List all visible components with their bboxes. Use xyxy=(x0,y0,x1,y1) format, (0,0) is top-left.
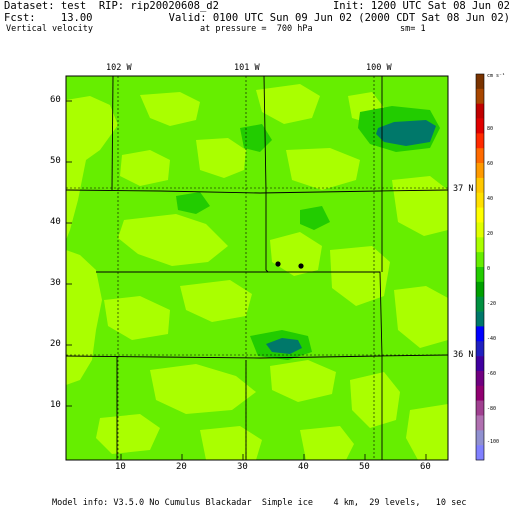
colorbar-swatch xyxy=(476,237,484,253)
init-time: Init: 1200 UTC Sat 08 Jun 02 xyxy=(332,0,510,12)
y-tick-label: 10 xyxy=(50,400,61,410)
field-name: Vertical velocity xyxy=(6,24,93,34)
forecast-hour: Fcst: 13.00 xyxy=(4,12,93,24)
x-tick-marks xyxy=(120,454,427,460)
colorbar-swatch xyxy=(476,415,484,431)
lon-label-101w: 101 W xyxy=(234,63,260,73)
x-tick-label: 60 xyxy=(420,462,431,472)
station-dot xyxy=(275,261,281,267)
colorbar-swatch xyxy=(476,311,484,327)
colorbar-swatch xyxy=(476,222,484,238)
colorbar-swatch xyxy=(476,267,484,283)
y-tick-label: 20 xyxy=(50,339,61,349)
x-tick-label: 50 xyxy=(359,462,370,472)
colorbar-label: 80 xyxy=(487,126,494,132)
colorbar-swatch xyxy=(476,74,484,90)
model-info: Model info: V3.5.0 No Cumulus Blackadar … xyxy=(52,498,467,508)
pressure-level: at pressure = 700 hPa xyxy=(200,24,313,34)
colorbar-swatch xyxy=(476,252,484,268)
colorbar-label: 60 xyxy=(487,161,494,167)
plot-frame xyxy=(65,75,449,461)
station-dot xyxy=(298,263,304,269)
lon-label-102w: 102 W xyxy=(106,63,132,73)
colorbar-swatch xyxy=(476,177,484,194)
colorbar-swatch xyxy=(476,400,484,416)
colorbar-swatch xyxy=(476,370,484,387)
darkest-regions xyxy=(266,120,436,354)
smoothing-value: sm= 1 xyxy=(400,24,426,34)
colorbar-label: 40 xyxy=(487,196,494,202)
colorbar-label: -80 xyxy=(487,406,497,412)
colorbar-swatch xyxy=(476,341,484,357)
colorbar-label: 20 xyxy=(487,231,494,237)
y-tick-label: 50 xyxy=(50,156,61,166)
colorbar-swatch xyxy=(476,281,484,297)
y-tick-marks xyxy=(66,100,72,407)
colorbar-frame xyxy=(475,73,485,461)
colorbar-swatch xyxy=(476,133,484,149)
colorbar-label: 0 xyxy=(487,266,491,272)
colorbar-swatch xyxy=(476,192,484,208)
y-tick-label: 60 xyxy=(50,95,61,105)
latlon-grid xyxy=(66,76,448,460)
x-tick-label: 30 xyxy=(237,462,248,472)
colorbar-label: -20 xyxy=(487,301,497,307)
colorbar-unit: cm s⁻¹ xyxy=(487,73,506,79)
colorbar-swatch xyxy=(476,385,484,401)
colorbar-swatch xyxy=(476,88,484,104)
x-tick-label: 40 xyxy=(298,462,309,472)
y-tick-label: 40 xyxy=(50,217,61,227)
colorbar-swatch xyxy=(476,207,484,223)
colorbar-swatch xyxy=(476,445,484,461)
colorbar-swatch xyxy=(476,163,484,179)
x-tick-label: 10 xyxy=(115,462,126,472)
lat-label-36n: 36 N xyxy=(453,350,474,360)
colorbar-label: -60 xyxy=(487,371,497,377)
colorbar-swatch xyxy=(476,148,484,164)
colorbar-swatch xyxy=(476,103,484,119)
light-regions xyxy=(66,84,448,460)
colorbar-swatch xyxy=(476,296,484,312)
colorbar-label: -40 xyxy=(487,336,497,342)
colorbar-swatch xyxy=(476,118,484,134)
x-tick-label: 20 xyxy=(176,462,187,472)
lon-label-100w: 100 W xyxy=(366,63,392,73)
colorbar-swatch xyxy=(476,430,484,446)
y-tick-label: 30 xyxy=(50,278,61,288)
colorbar-swatch xyxy=(476,356,484,372)
valid-time: Valid: 0100 UTC Sun 09 Jun 02 (2000 CDT … xyxy=(168,12,510,24)
colorbar-swatch xyxy=(476,326,484,342)
colorbar xyxy=(476,74,484,461)
lat-label-37n: 37 N xyxy=(453,184,474,194)
dataset-label: Dataset: test RIP: rip20020608_d2 xyxy=(4,0,219,12)
colorbar-label: -100 xyxy=(487,439,500,445)
